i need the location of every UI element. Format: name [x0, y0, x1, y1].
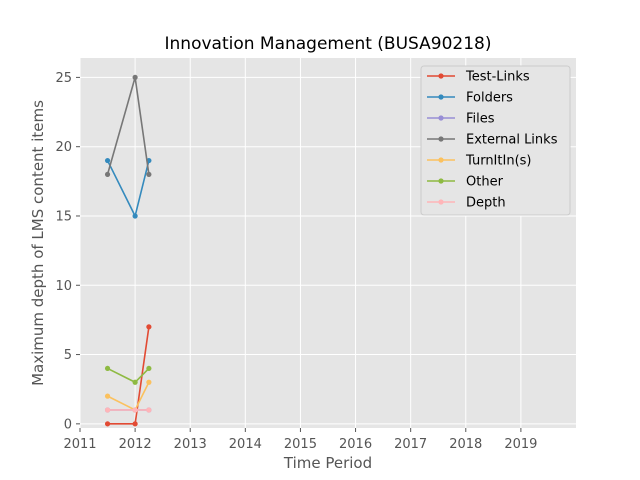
legend-swatch-marker: [438, 157, 444, 163]
legend-item: External Links: [427, 133, 558, 148]
legend-label: TurnItIn(s): [465, 154, 531, 169]
legend-label: Depth: [466, 196, 506, 211]
legend-swatch-marker: [438, 136, 444, 142]
legend-label: Other: [466, 175, 504, 190]
data-point: [146, 365, 152, 372]
x-axis: 2011 2012 2013 2014 2015 2016 2017 2018 2019: [63, 428, 537, 452]
x-tick-label: 2016: [339, 437, 372, 452]
x-tick-label: 2012: [119, 437, 152, 452]
legend-item: Test-Links: [427, 70, 530, 85]
data-point: [132, 421, 138, 427]
data-point: [132, 213, 138, 219]
data-point: [104, 157, 111, 164]
y-axis: 0 5 10 15 20 25: [55, 71, 80, 432]
x-tick-label: 2011: [63, 437, 96, 452]
x-tick-label: 2015: [284, 437, 317, 452]
legend-item: Files: [427, 112, 495, 127]
legend-swatch-marker: [438, 115, 444, 121]
legend-label: External Links: [466, 133, 558, 148]
legend-item: Folders: [427, 91, 513, 106]
x-axis-label: Time Period: [283, 454, 372, 472]
legend-label: Files: [466, 112, 495, 127]
series-external-links: [104, 74, 152, 178]
data-point: [104, 393, 111, 399]
data-point: [104, 171, 111, 178]
series-other: [104, 365, 152, 385]
legend: Test-Links Folders Files External Links Turn…: [420, 65, 571, 216]
series-test-links: [104, 324, 152, 427]
data-point: [146, 171, 152, 178]
data-point: [146, 324, 152, 330]
legend-swatch-marker: [438, 73, 444, 79]
legend-swatch-marker: [438, 199, 444, 205]
data-point: [132, 407, 138, 413]
y-tick-label: 25: [55, 71, 72, 86]
data-point: [132, 379, 138, 385]
data-point: [104, 365, 111, 372]
x-tick-label: 2014: [229, 437, 262, 452]
data-point: [132, 74, 138, 81]
legend-swatch-marker: [438, 94, 444, 100]
series-lines: [104, 74, 152, 427]
legend-box: [420, 65, 571, 216]
y-axis-label: Maximum depth of LMS content items: [29, 100, 47, 386]
x-tick-label: 2018: [449, 437, 482, 452]
y-tick-label: 15: [55, 209, 72, 224]
data-point: [104, 421, 111, 427]
data-point: [146, 379, 152, 385]
y-tick-label: 20: [55, 140, 72, 155]
series-depth: [104, 407, 152, 413]
legend-swatch-marker: [438, 178, 444, 184]
x-tick-label: 2019: [504, 437, 537, 452]
x-tick-label: 2013: [174, 437, 207, 452]
y-tick-label: 10: [55, 279, 72, 294]
legend-item: Depth: [427, 196, 506, 211]
y-tick-label: 0: [64, 417, 72, 432]
legend-item: TurnItIn(s): [427, 154, 531, 169]
legend-label: Test-Links: [465, 70, 530, 85]
chart-title: Innovation Management (BUSA90218): [165, 34, 492, 54]
legend-label: Folders: [466, 91, 513, 106]
legend-item: Other: [427, 175, 504, 190]
x-tick-label: 2017: [394, 437, 427, 452]
data-point: [104, 407, 111, 413]
data-point: [146, 407, 152, 413]
y-tick-label: 5: [64, 348, 72, 363]
